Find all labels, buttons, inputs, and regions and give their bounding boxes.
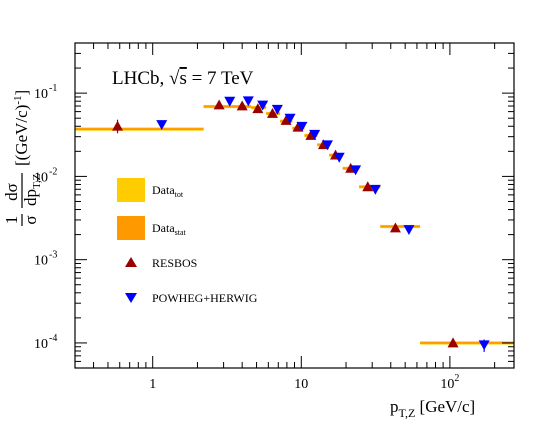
powheg-point-0 — [156, 120, 168, 131]
resbos-point-13 — [447, 337, 459, 348]
y-tick-label-1: 10 — [34, 254, 48, 269]
legend-label-data-stat: Datastat — [152, 221, 187, 237]
y-tick-exp-2: -2 — [49, 166, 57, 177]
powheg-point-4 — [271, 104, 283, 115]
y-title-dsig-den: dpT,Z — [21, 173, 43, 206]
y-tick-label-3: 10 — [34, 87, 48, 102]
resbos-point-12 — [389, 222, 401, 233]
powheg-point-10 — [350, 165, 362, 176]
y-tick-label-2: 10 — [34, 170, 48, 185]
experiment-annotation: LHCb, √s = 7 TeV — [112, 68, 254, 89]
legend-marker-resbos — [125, 257, 137, 267]
resbos-point-1 — [213, 99, 225, 110]
legend-marker-powheg — [125, 293, 137, 303]
legend: Datatot Datastat RESBOS POWHEG+HERWIG — [117, 178, 258, 305]
powheg-point-1 — [224, 96, 236, 107]
resbos-point-5 — [280, 114, 292, 125]
y-tick-exp-1: -3 — [49, 250, 57, 261]
y-tick-label-0: 10 — [34, 337, 48, 352]
resbos-point-4 — [266, 107, 278, 118]
y-tick-exp-3: -1 — [49, 83, 57, 94]
legend-label-data-tot: Datatot — [152, 183, 184, 199]
powheg-point-11 — [369, 184, 381, 195]
series-layer — [112, 96, 490, 352]
powheg-point-9 — [333, 152, 345, 163]
powheg-point-13 — [478, 340, 490, 351]
y-tick-exp-0: -4 — [49, 333, 57, 344]
powheg-point-6 — [296, 121, 308, 132]
x-axis-title: pT,Z [GeV/c] — [390, 397, 475, 420]
x-tick-label-0: 1 — [149, 377, 156, 392]
resbos-point-2 — [236, 100, 248, 111]
powheg-point-8 — [321, 140, 333, 151]
powheg-point-12 — [403, 225, 415, 236]
x-tick-label-1: 10 — [294, 377, 308, 392]
powheg-point-3 — [257, 100, 269, 111]
legend-swatch-data-stat — [117, 216, 145, 240]
legend-swatch-data-tot — [117, 178, 145, 202]
y-title-unit: [(GeV/c)-1] — [12, 90, 31, 166]
y-title-frac-num: 1 — [2, 216, 21, 225]
powheg-point-2 — [242, 96, 254, 107]
powheg-point-5 — [284, 113, 296, 124]
y-title-frac-den: σ — [21, 215, 40, 224]
legend-label-powheg: POWHEG+HERWIG — [152, 291, 258, 305]
y-title-dsig-num: dσ — [2, 183, 21, 201]
x-tick-label-2: 102 — [440, 373, 459, 392]
plot-frame — [74, 42, 515, 369]
resbos-point-11 — [362, 181, 374, 192]
legend-label-resbos: RESBOS — [152, 256, 197, 270]
resbos-point-0 — [112, 120, 124, 131]
resbos-point-3 — [252, 103, 264, 114]
y-axis-title: 1 σ dσ dpT,Z [(GeV/c)-1] — [2, 90, 43, 226]
powheg-point-7 — [309, 129, 321, 140]
